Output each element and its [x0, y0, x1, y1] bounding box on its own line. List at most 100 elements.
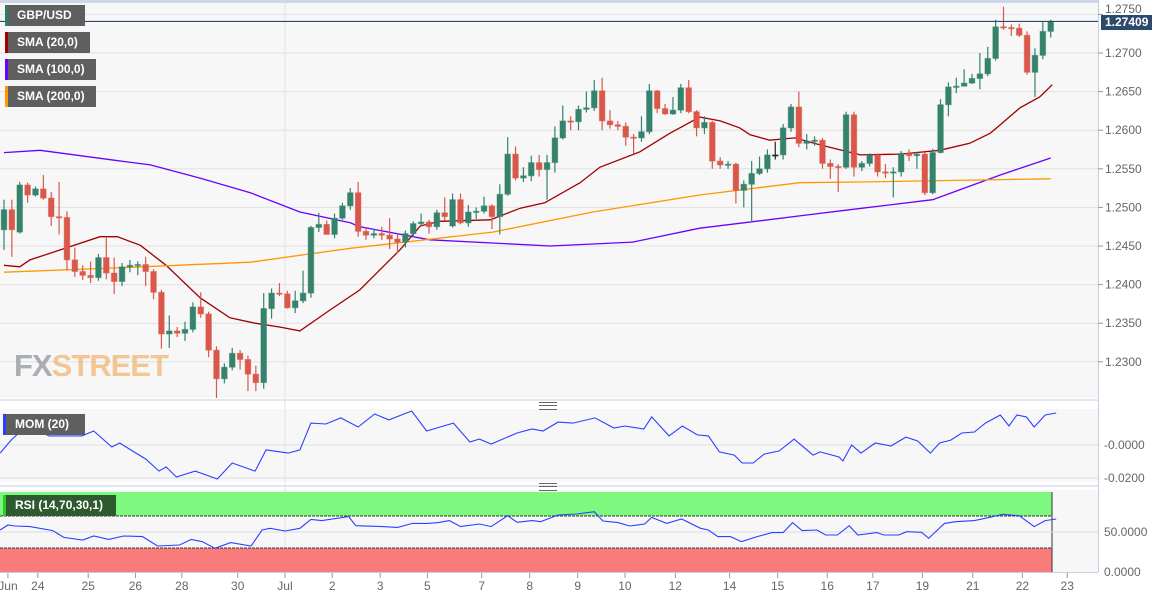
legend-sma-200[interactable]: SMA (200,0): [5, 86, 96, 107]
candle-body: [984, 57, 992, 75]
candle-body: [32, 188, 39, 196]
candle-body: [339, 205, 346, 219]
candle-body: [197, 306, 205, 315]
candle: [890, 167, 897, 198]
rsi-oversold-zone: [0, 548, 1052, 572]
legend-label: SMA (20,0): [17, 35, 78, 49]
candle: [228, 347, 236, 371]
time-axis-label: 24: [31, 579, 45, 593]
legend-mom[interactable]: MOM (20): [3, 414, 85, 435]
candle-body: [79, 270, 87, 276]
time-axis-label: 12: [669, 579, 683, 593]
candle: [118, 262, 126, 287]
candle-body: [669, 109, 677, 115]
candle: [653, 90, 661, 114]
candle-body: [819, 139, 826, 164]
candle-body: [118, 266, 126, 283]
candle: [346, 188, 354, 210]
candle: [457, 193, 464, 225]
price-axis-label: 1.2450: [1105, 239, 1142, 253]
candle-body: [55, 216, 63, 219]
candle: [622, 122, 630, 146]
candle: [638, 116, 645, 142]
candle: [669, 97, 677, 115]
legend-color-strip: [5, 5, 8, 26]
candle-body: [890, 171, 897, 174]
time-axis-label: 30: [231, 579, 245, 593]
candle: [63, 211, 71, 271]
candle-body: [378, 233, 386, 236]
price-axis-label: 1.2300: [1105, 355, 1142, 369]
candle: [260, 293, 268, 389]
candle-body: [150, 270, 157, 293]
candle-body: [575, 108, 582, 123]
candle-body: [858, 162, 866, 168]
candle: [433, 209, 441, 230]
legend-gbpusd[interactable]: GBP/USD: [5, 5, 85, 26]
time-axis-label: 22: [1016, 579, 1030, 593]
candle: [795, 91, 803, 148]
candle-body: [685, 87, 692, 113]
candle-body: [740, 183, 748, 191]
candle: [527, 155, 535, 182]
candle-body: [567, 120, 574, 123]
candle: [465, 205, 472, 227]
candle: [543, 154, 551, 200]
legend-rsi[interactable]: RSI (14,70,30,1): [3, 495, 116, 516]
candle: [606, 110, 614, 129]
fxstreet-watermark: FXSTREET: [14, 348, 169, 384]
candle-body: [284, 293, 291, 309]
candle-body: [606, 120, 614, 126]
candle: [716, 157, 724, 169]
candle-body: [724, 163, 732, 166]
candle-body: [748, 172, 755, 185]
candle-body: [457, 199, 464, 224]
candle: [16, 181, 24, 234]
candle: [858, 161, 866, 172]
candle: [937, 99, 944, 154]
watermark-street: STREET: [51, 348, 169, 383]
candle-body: [362, 230, 370, 236]
candle-body: [472, 210, 480, 213]
candle-body: [646, 90, 653, 133]
candle: [47, 191, 55, 226]
pane-resize-handle-mom[interactable]: [539, 402, 557, 410]
candle-body: [1039, 30, 1047, 56]
legend-color-strip: [3, 414, 6, 435]
candle: [268, 288, 275, 319]
time-axis-label: 14: [723, 579, 737, 593]
time-axis-label: 28: [175, 579, 189, 593]
legend-sma-100[interactable]: SMA (100,0): [5, 59, 96, 80]
candle: [0, 199, 8, 250]
candle: [960, 69, 968, 87]
candle-body: [937, 104, 944, 154]
candle-body: [87, 274, 94, 279]
candle-body: [394, 238, 401, 243]
candle: [779, 124, 787, 160]
legend-label: SMA (200,0): [17, 89, 85, 103]
candle-body: [465, 211, 472, 224]
legend-color-strip: [5, 59, 8, 80]
pane-resize-handle-rsi[interactable]: [539, 483, 557, 491]
candle: [449, 193, 456, 228]
candle: [504, 137, 511, 196]
candle-body: [252, 373, 260, 384]
candle-body: [795, 106, 803, 144]
candle: [567, 116, 574, 131]
watermark-fx: FX: [14, 348, 53, 383]
mom-line: [0, 410, 1057, 480]
candle-body: [551, 137, 559, 164]
mom-axis-label: -0.0200: [1104, 471, 1145, 485]
candle: [952, 77, 960, 94]
legend-sma-20[interactable]: SMA (20,0): [5, 32, 90, 53]
candle-body: [8, 209, 16, 231]
rsi-line: [0, 511, 1057, 549]
candle: [150, 269, 157, 300]
candle: [968, 73, 976, 84]
candle: [646, 83, 653, 135]
candle-body: [952, 85, 960, 88]
candle-body: [850, 114, 858, 168]
candle: [842, 111, 850, 169]
candle: [724, 161, 732, 169]
